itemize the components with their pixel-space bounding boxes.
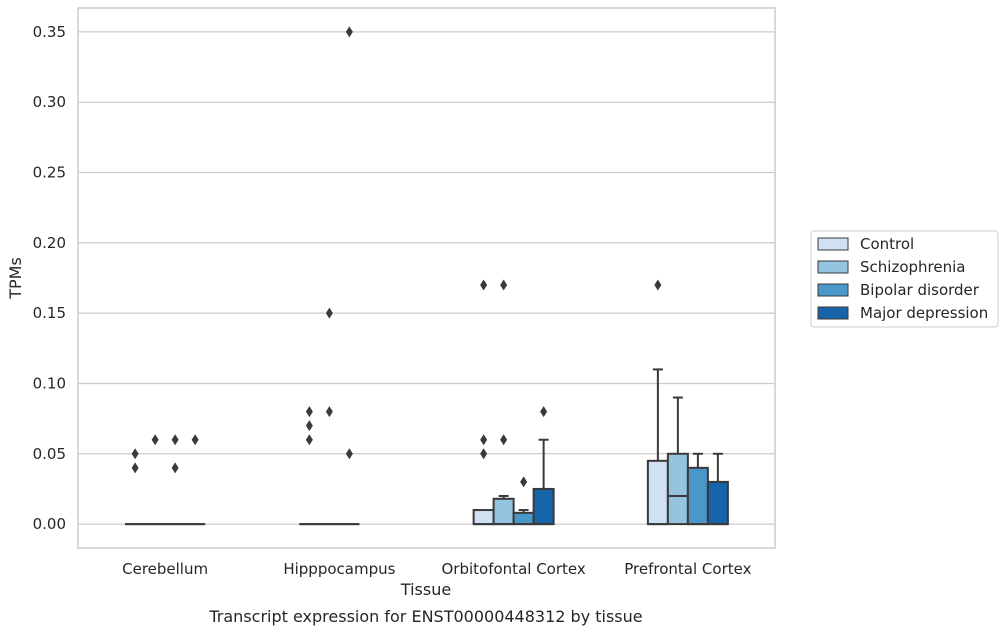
x-tick-label: Cerebellum [122, 560, 208, 578]
x-tick-labels: Cerebellum Hipppocampus Orbitofontal Corte… [122, 560, 751, 578]
outlier-point [151, 434, 159, 446]
box-control [299, 406, 320, 526]
outlier-point [480, 448, 488, 460]
outlier-point [191, 434, 199, 446]
outlier-point [480, 279, 488, 291]
box-iqr [666, 452, 689, 526]
box-control [125, 448, 146, 526]
box-iqr [686, 466, 709, 526]
y-tick-label: 0.35 [33, 23, 66, 41]
box-bipolar-disorder [165, 434, 186, 526]
y-tick-label: 0.20 [33, 234, 66, 252]
x-tick-label: Orbitofontal Cortex [442, 560, 586, 578]
outlier-point [305, 434, 313, 446]
legend-swatch [817, 237, 849, 251]
outlier-point [540, 406, 548, 418]
outlier-point [345, 448, 353, 460]
box-bipolar-disorder [339, 26, 360, 526]
legend-box [810, 230, 999, 328]
y-tick-label: 0.15 [33, 304, 66, 322]
legend-label: Control [860, 235, 914, 253]
grid-lines [78, 31, 775, 525]
outlier-point [325, 406, 333, 418]
legend-swatch [817, 260, 849, 274]
box-schizophrenia [319, 307, 340, 526]
outlier-point [500, 279, 508, 291]
x-tick-label: Prefrontal Cortex [624, 560, 751, 578]
x-tick-label: Hipppocampus [283, 560, 395, 578]
box-iqr [532, 487, 555, 526]
outlier-point [325, 307, 333, 319]
outlier-point [131, 448, 139, 460]
y-tick-label: 0.05 [33, 445, 66, 463]
box-iqr [472, 509, 495, 526]
y-tick-label: 0.00 [33, 515, 66, 533]
outlier-point [305, 420, 313, 432]
legend-swatch [817, 283, 849, 297]
y-tick-label: 0.25 [33, 164, 66, 182]
box-schizophrenia [145, 434, 166, 526]
box-bipolar-disorder [686, 452, 709, 526]
outlier-point [500, 434, 508, 446]
legend-label: Schizophrenia [860, 258, 965, 276]
box-schizophrenia [492, 279, 515, 526]
legend-label: Bipolar disorder [860, 281, 980, 299]
outlier-point [171, 434, 179, 446]
box-major-depression [185, 434, 206, 526]
box-iqr [492, 497, 515, 526]
outlier-point [131, 462, 139, 474]
box-major-depression [706, 452, 729, 526]
box-iqr [512, 511, 535, 526]
box-bipolar-disorder [512, 476, 535, 526]
plot-frame [77, 7, 776, 549]
box-plots [125, 26, 729, 526]
box-iqr [646, 459, 669, 526]
y-tick-label: 0.30 [33, 93, 66, 111]
legend: Control Schizophrenia Bipolar disorder Majo… [810, 230, 999, 328]
chart-caption: Transcript expression for ENST0000044831… [208, 607, 642, 626]
box-control [646, 279, 669, 526]
outlier-point [520, 476, 528, 488]
box-control [472, 279, 495, 526]
y-axis-title: TPMs [6, 257, 25, 300]
box-schizophrenia [666, 396, 689, 526]
outlier-point [345, 26, 353, 38]
y-tick-label: 0.10 [33, 374, 66, 392]
x-axis-title: Tissue [400, 580, 451, 599]
outlier-point [305, 406, 313, 418]
box-major-depression [532, 406, 555, 526]
box-iqr [706, 480, 729, 526]
outlier-point [480, 434, 488, 446]
outlier-point [171, 462, 179, 474]
legend-label: Major depression [860, 304, 988, 322]
outlier-point [654, 279, 662, 291]
legend-swatch [817, 306, 849, 320]
y-tick-labels: 0.00 0.05 0.10 0.15 0.20 0.25 0.30 0.35 [33, 23, 66, 533]
